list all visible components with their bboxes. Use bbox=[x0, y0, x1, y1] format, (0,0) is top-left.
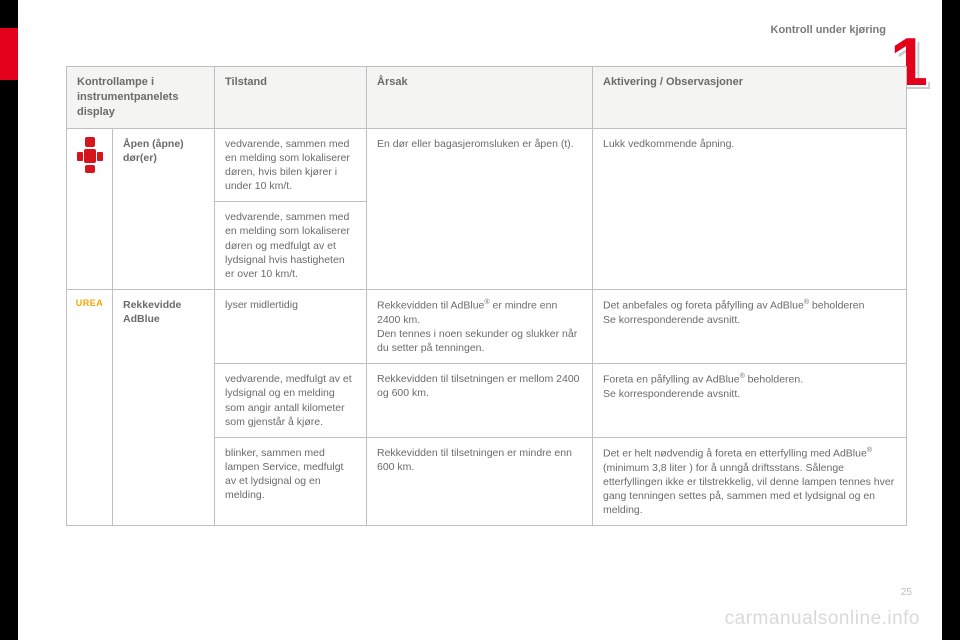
door-open-icon bbox=[67, 128, 113, 290]
cause-cell: Rekkevidden til tilsetningen er mindre e… bbox=[367, 437, 593, 525]
col-state: Tilstand bbox=[215, 67, 367, 129]
action-cell: Foreta en påfylling av AdBlue® beholdere… bbox=[593, 364, 907, 438]
warning-lamp-table: Kontrollampe i instrumentpanelets displa… bbox=[66, 66, 906, 526]
table-row: UREA Rekkevidde AdBlue lyser midlertidig… bbox=[67, 290, 907, 364]
state-cell: vedvarende, sammen med en melding som lo… bbox=[215, 128, 367, 202]
page: Kontroll under kjøring 1 Kontrollampe i … bbox=[18, 0, 942, 640]
table-row: Åpen (åpne) dør(er) vedvarende, sammen m… bbox=[67, 128, 907, 202]
state-cell: blinker, sammen med lampen Service, medf… bbox=[215, 437, 367, 525]
cause-cell: Rekkevidden til AdBlue® er mindre enn 24… bbox=[367, 290, 593, 364]
cause-cell: Rekkevidden til tilsetningen er mellom 2… bbox=[367, 364, 593, 438]
state-cell: vedvarende, sammen med en melding som lo… bbox=[215, 202, 367, 290]
cause-cell: En dør eller bagasjeromsluken er åpen (t… bbox=[367, 128, 593, 290]
action-cell: Det er helt nødvendig å foreta en etterf… bbox=[593, 437, 907, 525]
urea-text: UREA bbox=[76, 299, 104, 308]
action-cell: Lukk vedkommende åpning. bbox=[593, 128, 907, 290]
left-red-tab bbox=[0, 28, 18, 80]
section-title: Kontroll under kjøring bbox=[771, 24, 887, 36]
state-cell: vedvarende, medfulgt av et lydsignal og … bbox=[215, 364, 367, 438]
col-lamp: Kontrollampe i instrumentpanelets displa… bbox=[67, 67, 215, 129]
lamp-name: Åpen (åpne) dør(er) bbox=[113, 128, 215, 290]
lamp-name: Rekkevidde AdBlue bbox=[113, 290, 215, 526]
state-cell: lyser midlertidig bbox=[215, 290, 367, 364]
col-action: Aktivering / Observasjoner bbox=[593, 67, 907, 129]
action-cell: Det anbefales og foreta påfylling av AdB… bbox=[593, 290, 907, 364]
table-header-row: Kontrollampe i instrumentpanelets displa… bbox=[67, 67, 907, 129]
urea-icon: UREA bbox=[67, 290, 113, 526]
watermark: carmanualsonline.info bbox=[725, 608, 920, 630]
col-cause: Årsak bbox=[367, 67, 593, 129]
page-number: 25 bbox=[901, 587, 912, 598]
